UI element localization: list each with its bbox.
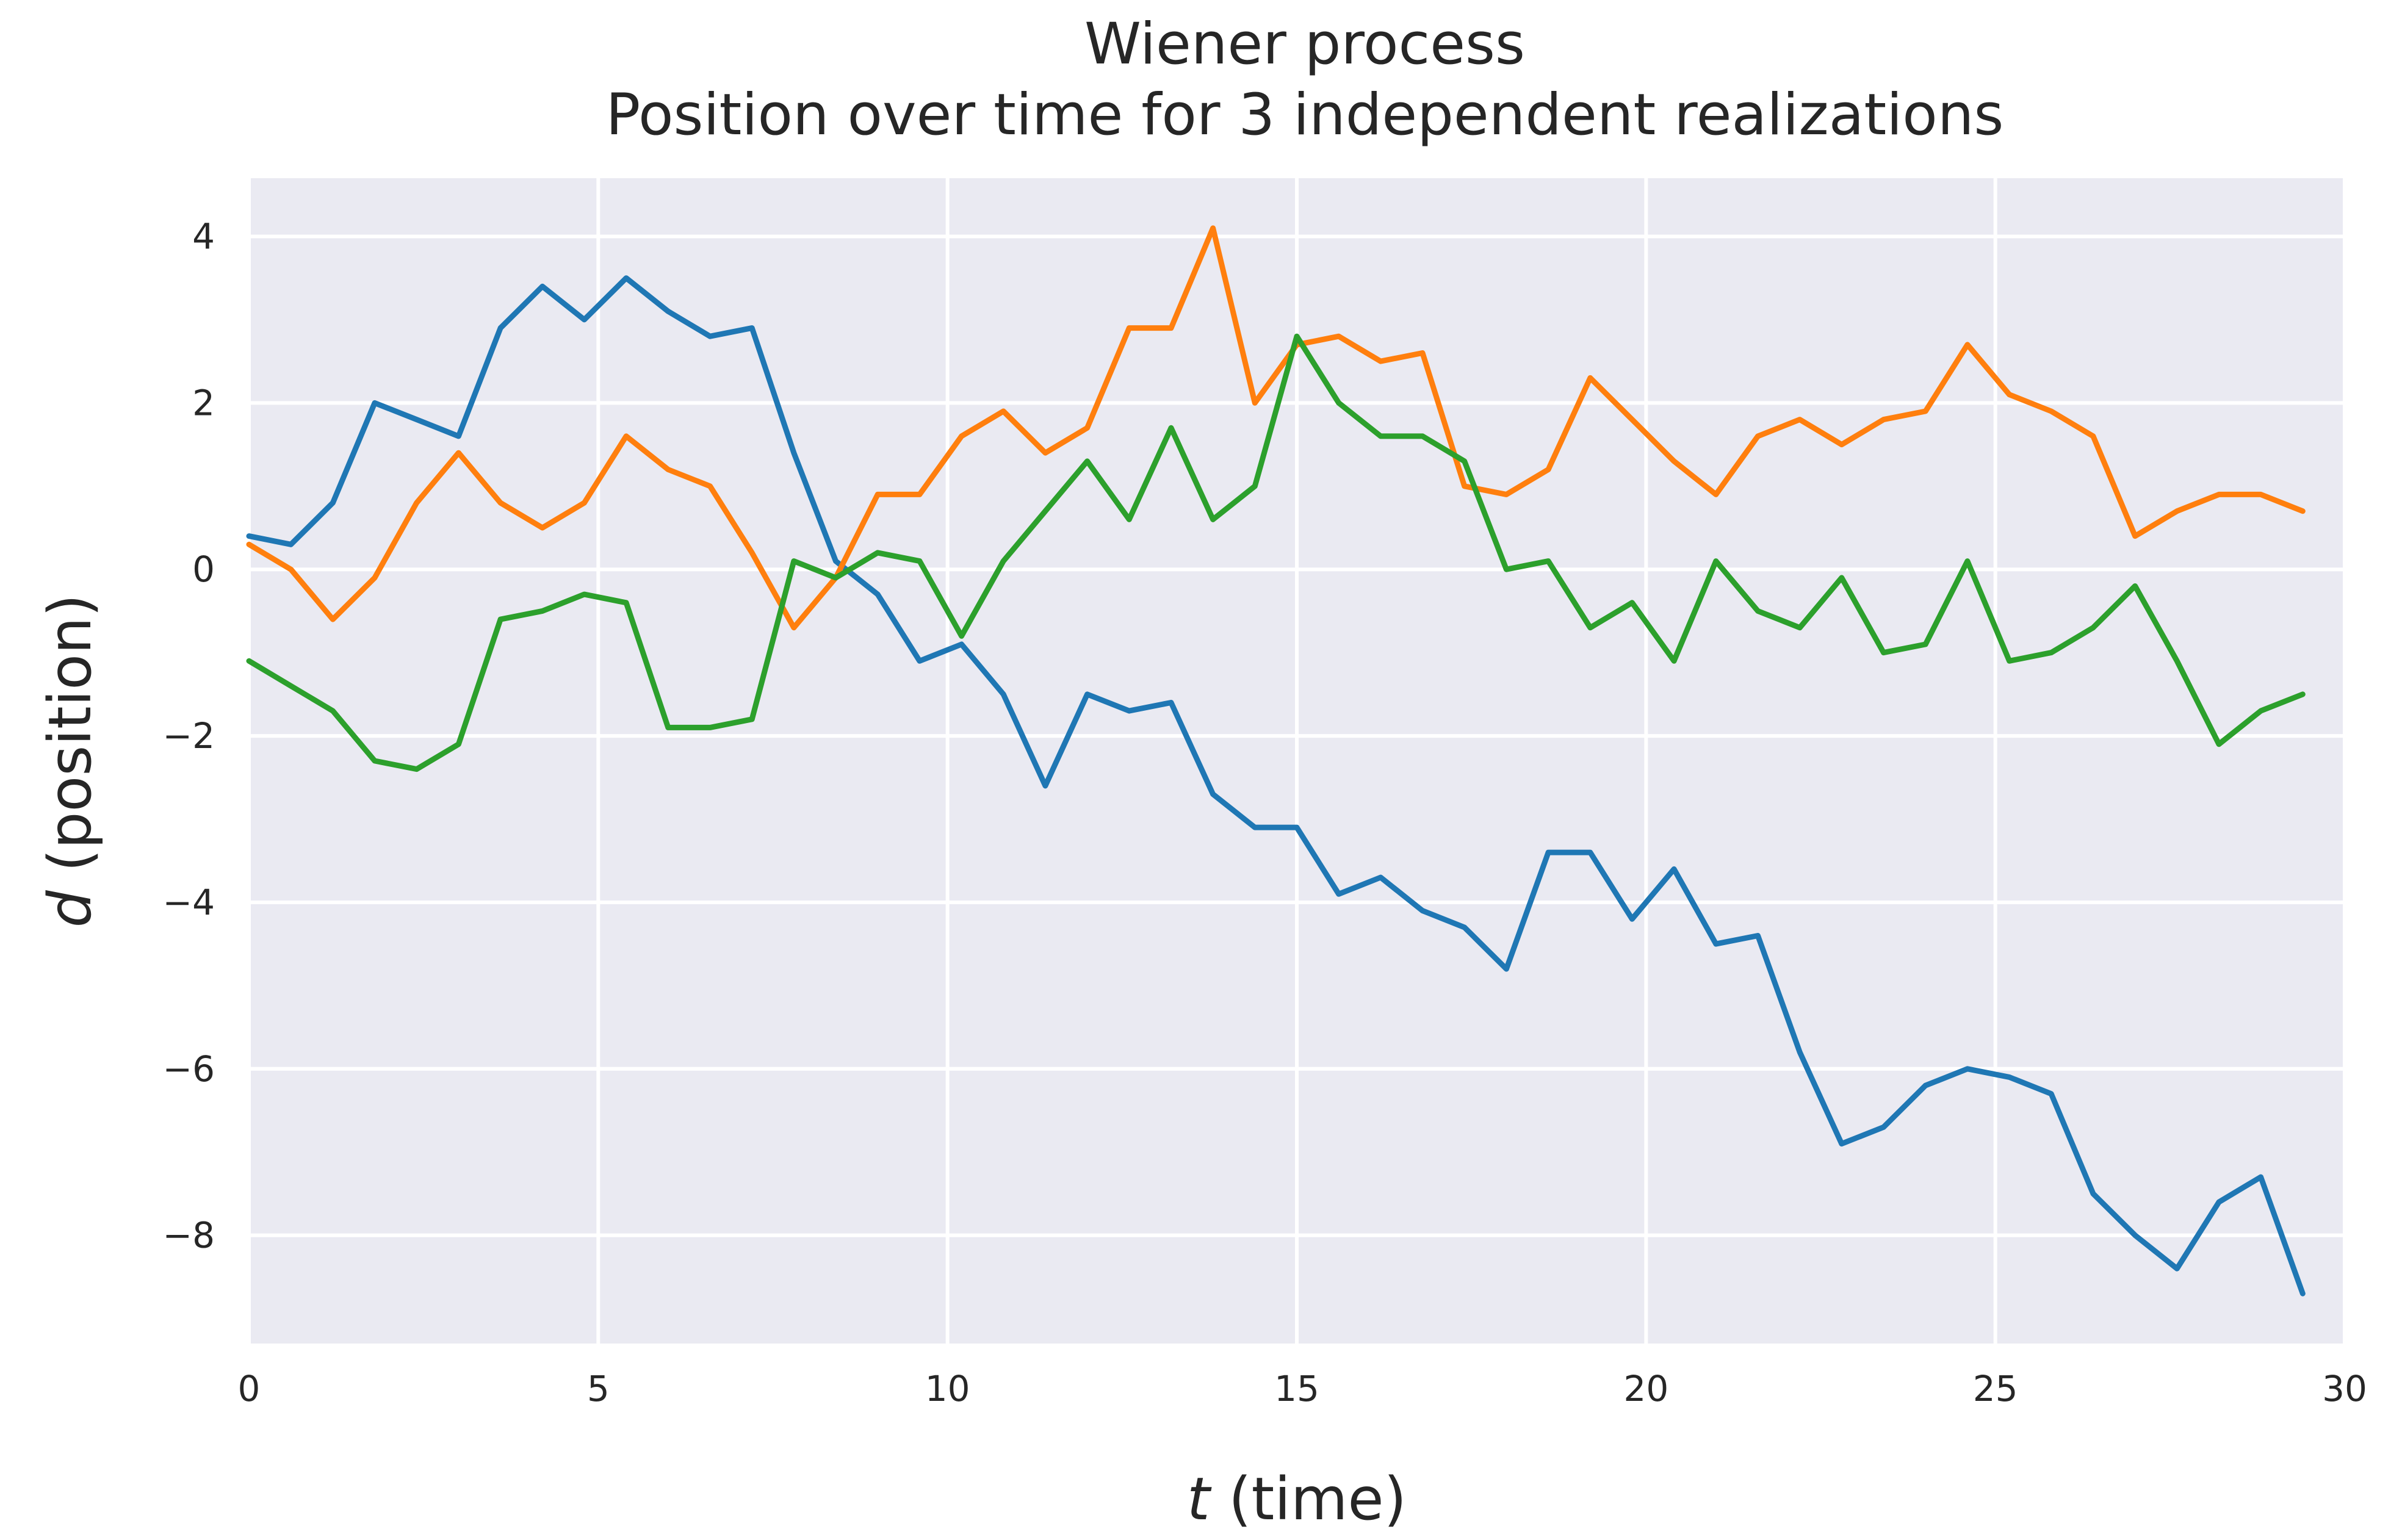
series-group: [246, 225, 2306, 1297]
y-tick-label: −6: [163, 1048, 215, 1090]
chart-subtitle: Position over time for 3 independent rea…: [606, 82, 2004, 148]
y-tick-label: 2: [192, 382, 215, 423]
grid-lines: [247, 178, 2346, 1344]
x-tick-label: 30: [2322, 1368, 2367, 1409]
y-axis-label-text: (position): [36, 594, 104, 891]
y-tick-labels: 4 2 0 −2 −4 −6 −8: [163, 216, 215, 1256]
x-axis-label-symbol: t: [1187, 1465, 1212, 1533]
x-tick-label: 0: [238, 1368, 261, 1409]
series-line-3: [246, 333, 2306, 772]
series-line-1: [246, 275, 2306, 1297]
y-axis-label-symbol: d: [36, 890, 104, 927]
chart-title: Wiener process: [1084, 11, 1525, 77]
x-tick-label: 5: [587, 1368, 610, 1409]
series-line-2: [246, 225, 2306, 631]
x-axis-label: t (time): [1187, 1465, 1407, 1533]
y-tick-label: −4: [163, 882, 215, 923]
y-tick-label: 0: [192, 549, 215, 590]
x-tick-label: 15: [1274, 1368, 1319, 1409]
y-axis-label: d (position): [36, 594, 104, 928]
x-tick-label: 10: [925, 1368, 970, 1409]
x-tick-label: 20: [1623, 1368, 1668, 1409]
x-axis-label-text: (time): [1210, 1465, 1407, 1533]
y-tick-label: −2: [163, 715, 215, 757]
x-tick-label: 25: [1973, 1368, 2018, 1409]
y-tick-label: 4: [192, 216, 215, 257]
y-tick-label: −8: [163, 1215, 215, 1256]
x-tick-labels: 0 5 10 15 20 25 30: [238, 1368, 2367, 1409]
